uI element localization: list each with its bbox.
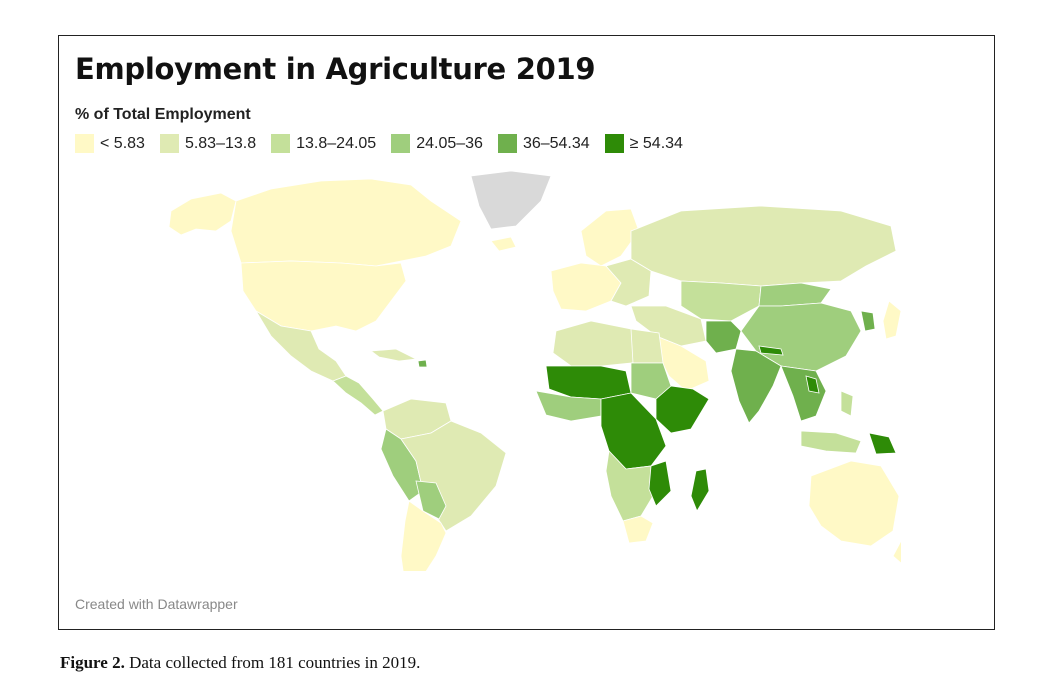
map-title: Employment in Agriculture 2019	[75, 52, 596, 86]
region-scandinavia	[580, 208, 640, 267]
region-indonesia	[800, 430, 862, 454]
credit-line: Created with Datawrapper	[75, 596, 238, 612]
region-mozambique	[648, 460, 672, 507]
region-greenland	[470, 171, 552, 230]
region-india	[730, 348, 782, 424]
region-alaska	[168, 192, 237, 236]
legend-label: 24.05–36	[416, 134, 483, 152]
legend-item: 24.05–36	[391, 134, 483, 153]
region-russia	[630, 205, 897, 287]
legend-label: 13.8–24.05	[296, 134, 377, 152]
region-central-asia	[680, 280, 762, 322]
legend-swatch	[391, 134, 411, 153]
region-australia	[808, 460, 900, 547]
legend-label: 5.83–13.8	[184, 134, 257, 152]
region-central-america	[332, 375, 384, 416]
region-egypt	[630, 328, 664, 364]
legend-title: % of Total Employment	[75, 106, 251, 123]
map-figure: Employment in Agriculture 2019 % of Tota…	[58, 35, 995, 630]
legend-item: < 5.83	[75, 134, 145, 153]
region-southeast-asia	[780, 365, 827, 422]
world-choropleth-map	[168, 171, 901, 571]
legend-item: 36–54.34	[497, 134, 590, 153]
legend-swatch	[604, 134, 624, 153]
region-nepal	[758, 345, 784, 356]
legend-swatch	[497, 134, 517, 153]
legend-label: < 5.83	[100, 134, 145, 152]
legend-swatch	[75, 134, 94, 153]
figure-caption: Figure 2. Data collected from 181 countr…	[60, 653, 420, 673]
region-madagascar	[690, 468, 710, 512]
region-mongolia	[758, 282, 832, 307]
region-laos	[805, 375, 820, 394]
legend: < 5.83 5.83–13.8 13.8–24.05 24.05–36 36–…	[75, 134, 698, 153]
region-papua-new-guinea	[868, 432, 897, 455]
region-afghanistan-pakistan	[705, 320, 742, 354]
region-south-africa	[622, 515, 654, 544]
legend-swatch	[271, 134, 291, 153]
legend-item: 13.8–24.05	[271, 134, 376, 153]
legend-label: 36–54.34	[522, 134, 590, 152]
legend-label: ≥ 54.34	[629, 134, 683, 152]
caption-label: Figure 2.	[60, 653, 125, 672]
region-horn-of-africa	[655, 385, 710, 434]
region-korea	[860, 310, 876, 332]
legend-swatch	[159, 134, 179, 153]
region-new-zealand	[892, 540, 901, 564]
region-philippines	[840, 390, 854, 417]
caption-text: Data collected from 181 countries in 201…	[124, 653, 421, 672]
region-turkey-iran	[630, 305, 707, 347]
region-haiti	[417, 359, 428, 368]
legend-item: 5.83–13.8	[159, 134, 257, 153]
region-bolivia-paraguay	[415, 480, 447, 520]
region-argentina-chile	[400, 500, 447, 571]
region-sahel	[545, 365, 632, 400]
region-canada	[230, 178, 462, 267]
region-cuba	[369, 348, 418, 362]
region-japan	[882, 300, 901, 340]
legend-item: ≥ 54.34	[604, 134, 683, 153]
region-iceland	[490, 236, 517, 252]
